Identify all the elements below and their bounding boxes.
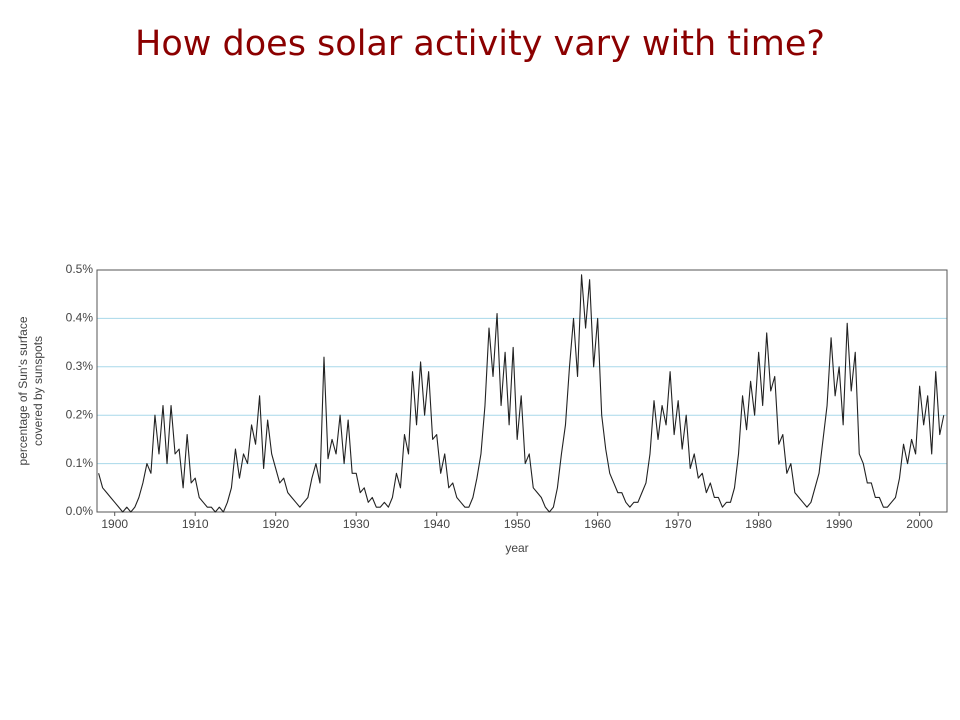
x-tick-label: 1980 xyxy=(745,517,772,531)
x-tick-label: 1970 xyxy=(665,517,692,531)
x-tick-label: 1960 xyxy=(584,517,611,531)
y-tick-label: 0.3% xyxy=(66,359,94,373)
slide-title: How does solar activity vary with time? xyxy=(135,24,825,64)
data-line xyxy=(98,274,945,513)
x-tick-label: 1910 xyxy=(182,517,209,531)
x-axis-label: year xyxy=(505,541,528,555)
y-tick-label: 0.4% xyxy=(66,311,94,325)
y-tick-label: 0.5% xyxy=(66,262,94,276)
x-tick-label: 2000 xyxy=(906,517,933,531)
x-tick-label: 1990 xyxy=(826,517,853,531)
y-axis-label: percentage of Sun's surface xyxy=(16,316,30,465)
x-tick-label: 1900 xyxy=(101,517,128,531)
y-axis-label: covered by sunspots xyxy=(31,336,45,446)
x-tick-label: 1930 xyxy=(343,517,370,531)
y-tick-label: 0.1% xyxy=(66,456,94,470)
x-tick-label: 1920 xyxy=(262,517,289,531)
x-tick-label: 1950 xyxy=(504,517,531,531)
plot-frame xyxy=(96,269,948,513)
x-tick-label: 1940 xyxy=(423,517,450,531)
y-tick-label: 0.2% xyxy=(66,407,94,421)
y-tick-label: 0.0% xyxy=(66,504,94,518)
